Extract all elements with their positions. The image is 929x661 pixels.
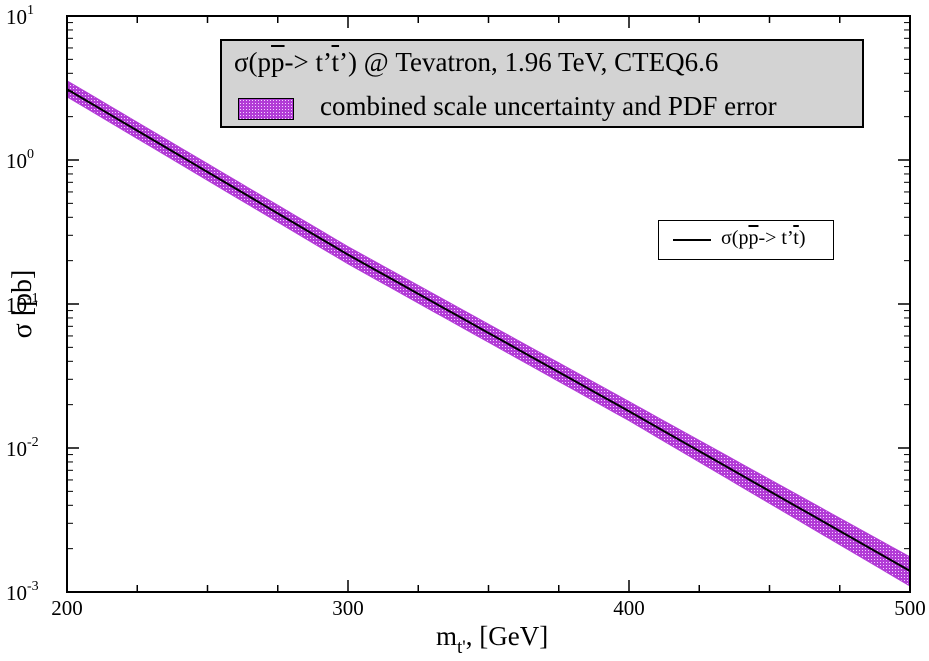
y-tick-label: 10-2: [6, 435, 39, 461]
x-tick-label: 500: [894, 596, 926, 620]
x-tick-label: 400: [613, 596, 645, 620]
central-value-line: [67, 88, 910, 572]
x-axis-label: mt', [GeV]: [436, 621, 548, 658]
y-tick-labels: 101 100 10-1 10-2 10-3: [6, 3, 39, 605]
y-tick-label: 100: [6, 147, 34, 173]
band-legend-swatch: [238, 98, 294, 120]
x-tick-labels: 200 300 400 500: [51, 596, 926, 620]
y-axis-label: σ [pb]: [7, 270, 38, 339]
chart-title: σ(pp-> t’t’) @ Tevatron, 1.96 TeV, CTEQ6…: [234, 47, 719, 77]
line-legend-label: σ(pp-> t’t): [721, 227, 806, 249]
title-legend-box: σ(pp-> t’t’) @ Tevatron, 1.96 TeV, CTEQ6…: [220, 39, 864, 128]
x-tick-label: 200: [51, 596, 83, 620]
line-legend-swatch: [673, 239, 711, 241]
line-legend-box: σ(pp-> t’t): [658, 220, 834, 260]
y-tick-label: 10-3: [6, 579, 39, 605]
y-tick-label: 10-1: [6, 291, 39, 317]
x-tick-label: 300: [332, 596, 364, 620]
y-tick-label: 101: [6, 3, 34, 29]
band-legend-label: combined scale uncertainty and PDF error: [320, 91, 777, 121]
axis-ticks: [66, 15, 911, 593]
